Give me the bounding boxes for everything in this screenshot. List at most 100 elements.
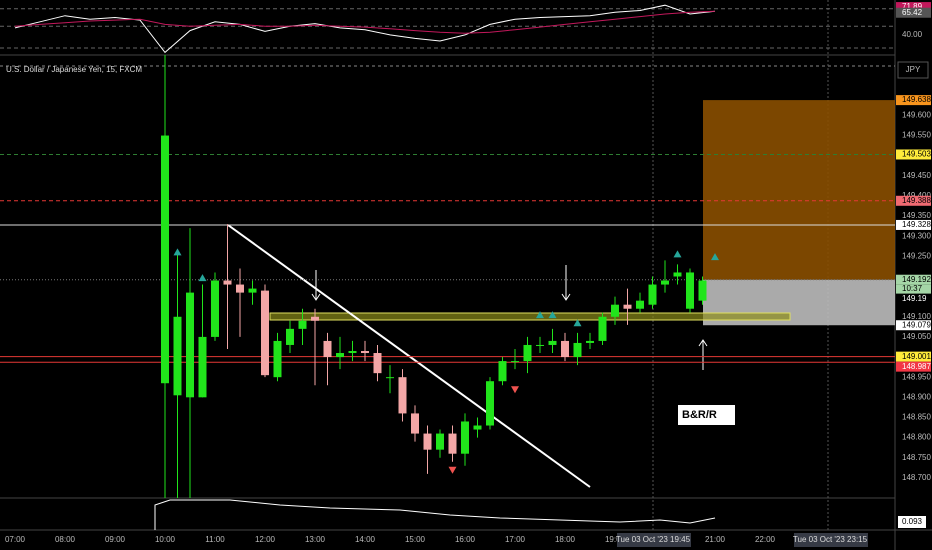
candle-body	[473, 425, 482, 430]
candle-body	[161, 135, 169, 384]
symbol-title: U.S. Dollar / Japanese Yen, 15, FXCM	[6, 65, 142, 74]
signal-marker	[511, 386, 519, 394]
signal-marker	[673, 250, 682, 258]
price-label-box	[896, 195, 931, 206]
candle-body	[273, 340, 282, 378]
candle-body	[536, 344, 544, 346]
candle-body	[286, 328, 294, 345]
target-zone	[703, 100, 895, 280]
candle-body	[173, 316, 182, 396]
candle-body	[211, 280, 219, 337]
rsi-label-box	[896, 2, 931, 13]
candle-body	[198, 336, 207, 398]
x-tick-label: 21:00	[705, 535, 726, 544]
price-label: 149.079	[902, 320, 931, 329]
candle-body	[698, 280, 707, 301]
candle-body	[236, 284, 244, 293]
candle-body	[498, 361, 507, 382]
candle-body	[461, 421, 469, 454]
arrow	[311, 265, 708, 370]
y-tick-label: 149.050	[902, 332, 931, 341]
rsi-label-box	[896, 29, 931, 40]
price-label: 149.19	[902, 294, 927, 303]
rsi-label: 40.00	[902, 30, 923, 39]
candle-body	[548, 340, 557, 345]
annotation: B&R/R	[682, 409, 717, 421]
rsi-label-box	[896, 7, 931, 18]
y-tick-label: 149.550	[902, 131, 931, 140]
x-tick-label: 18:00	[555, 535, 576, 544]
candle-body	[648, 284, 657, 305]
y-tick-label: 148.950	[902, 372, 931, 381]
x-tick-label: 09:00	[105, 535, 126, 544]
arrow-up	[698, 339, 708, 370]
candle-body	[223, 280, 232, 285]
x-tick-label: 14:00	[355, 535, 376, 544]
candle-body	[398, 377, 407, 414]
candle-body	[598, 316, 607, 341]
y-tick-label: 149.100	[902, 312, 931, 321]
countdown-box	[896, 284, 931, 294]
signal-marker	[173, 248, 182, 256]
candle-body	[623, 304, 632, 309]
x-tick-label: 08:00	[55, 535, 76, 544]
candle-body	[323, 340, 332, 358]
y-tick-label: 149.300	[902, 231, 931, 240]
x-tick-label: 16:00	[455, 535, 476, 544]
candle-body	[373, 353, 382, 374]
signal-marker	[198, 274, 207, 282]
candle-body	[448, 433, 457, 454]
yellow-zone	[269, 312, 791, 321]
arrow-down	[561, 265, 571, 301]
y-tick-label: 148.700	[902, 473, 931, 482]
candle-body	[436, 433, 444, 450]
signal-marker	[536, 311, 544, 319]
bottom-indicator-line	[154, 499, 716, 530]
price-label: 148.987	[902, 362, 931, 371]
candle-body	[611, 304, 619, 317]
y-tick-label: 149.600	[902, 111, 931, 120]
rsi-line	[14, 10, 716, 34]
zones	[703, 100, 895, 326]
x-tick-label: 11:00	[205, 535, 225, 544]
candle-body	[248, 288, 257, 293]
trendline	[227, 224, 591, 488]
candle-body	[561, 340, 569, 358]
y-tick-label: 149.350	[902, 211, 931, 220]
candle-body	[511, 361, 519, 363]
candle-body	[361, 351, 369, 354]
candle-body	[298, 320, 307, 329]
crosshair-date-box	[617, 533, 691, 547]
candle-body	[636, 300, 644, 309]
price-label-box	[896, 293, 931, 304]
candle-body	[573, 342, 582, 358]
crosshair-date: Tue 03 Oct '23 23:15	[793, 535, 868, 544]
y-tick-label: 149.250	[902, 251, 931, 260]
price-label-box	[896, 351, 931, 362]
price-label: 149.328	[902, 220, 931, 229]
price-label-box	[896, 274, 931, 285]
price-label: 149.388	[902, 196, 931, 205]
price-label: 149.638	[902, 95, 931, 104]
price-label: 149.001	[902, 352, 931, 361]
y-tick-label: 149.450	[902, 171, 931, 180]
annotation-box	[678, 405, 735, 425]
y-tick-label: 148.800	[902, 433, 931, 442]
y-tick-label: 149.400	[902, 191, 931, 200]
x-tick-label: 15:00	[405, 535, 426, 544]
x-tick-label: 12:00	[255, 535, 276, 544]
signal-marker	[448, 466, 457, 474]
price-label: 149.192	[902, 275, 931, 284]
rsi-label: 65.42	[902, 8, 923, 17]
signal-marker	[573, 319, 582, 327]
x-tick-label: 22:00	[755, 535, 776, 544]
arrow-down	[311, 270, 321, 301]
candle-body	[423, 433, 432, 450]
x-tick-label: 07:00	[5, 535, 26, 544]
y-tick-label: 148.750	[902, 453, 931, 462]
candle-body	[386, 377, 394, 379]
x-tick-label: 10:00	[155, 535, 176, 544]
candle-body	[586, 340, 594, 343]
signal-marker	[548, 311, 557, 319]
